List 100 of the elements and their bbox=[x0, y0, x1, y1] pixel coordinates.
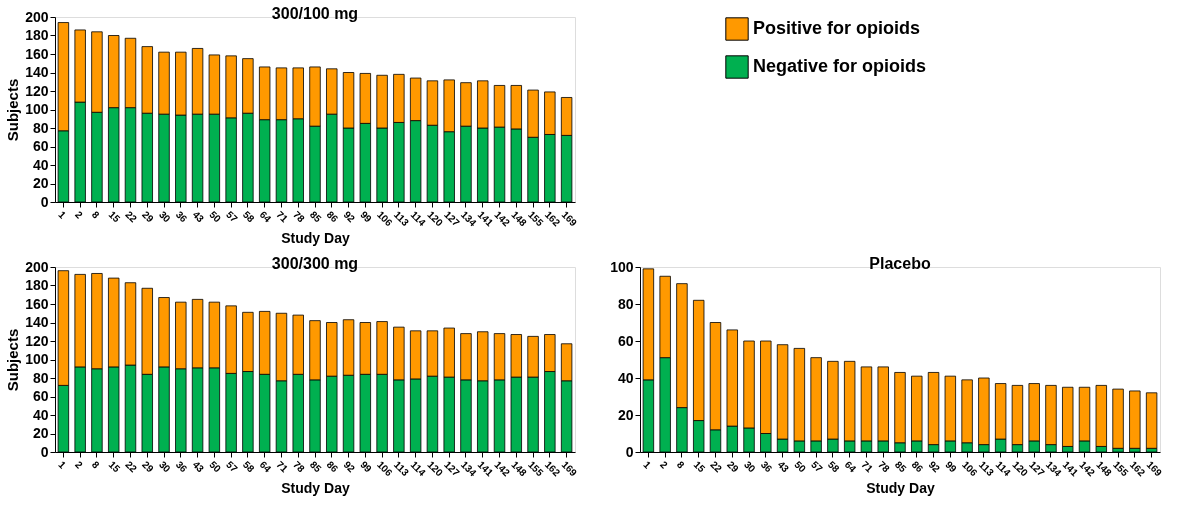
x-tick-label: 71 bbox=[274, 458, 291, 475]
legend-label: Positive for opioids bbox=[753, 18, 921, 38]
y-tick-label: 100 bbox=[25, 101, 49, 117]
y-tick-label: 180 bbox=[25, 277, 49, 293]
y-tick-label: 140 bbox=[25, 314, 49, 330]
x-tick-label: 50 bbox=[792, 458, 809, 475]
x-tick-label: 57 bbox=[224, 208, 241, 225]
y-tick-label: 100 bbox=[25, 351, 49, 367]
y-tick-label: 200 bbox=[25, 8, 49, 25]
x-tick-label: 169 bbox=[559, 208, 580, 229]
y-tick-label: 200 bbox=[25, 258, 49, 275]
x-tick-label: 2 bbox=[73, 208, 86, 221]
y-tick-label: 180 bbox=[25, 27, 49, 43]
x-tick-label: 64 bbox=[257, 458, 274, 475]
x-tick-label: 8 bbox=[89, 458, 102, 471]
x-tick-label: 22 bbox=[708, 458, 725, 475]
x-tick-label: 1 bbox=[56, 208, 69, 221]
chart-title: 300/100 mg bbox=[271, 5, 359, 22]
y-tick-label: 60 bbox=[32, 388, 49, 404]
x-tick-label: 99 bbox=[943, 458, 960, 475]
x-tick-label: 30 bbox=[156, 208, 173, 225]
y-tick-label: 40 bbox=[617, 369, 634, 386]
y-axis-title: Subjects bbox=[4, 328, 22, 392]
x-tick-label: 36 bbox=[758, 458, 775, 475]
x-tick-label: 155 bbox=[1110, 458, 1131, 479]
x-tick-label: 86 bbox=[909, 458, 926, 475]
x-tick-label: 36 bbox=[173, 458, 190, 475]
x-tick-label: 30 bbox=[156, 458, 173, 475]
x-tick-label: 64 bbox=[257, 208, 274, 225]
y-tick-label: 20 bbox=[617, 406, 634, 423]
y-tick-label: 20 bbox=[32, 175, 49, 191]
x-tick-label: 15 bbox=[106, 208, 123, 225]
x-tick-label: 92 bbox=[341, 208, 358, 225]
x-tick-label: 57 bbox=[809, 458, 826, 475]
y-tick-label: 60 bbox=[32, 138, 49, 154]
x-tick-label: 2 bbox=[73, 458, 86, 471]
y-tick-label: 80 bbox=[617, 295, 634, 312]
chart-title: Placebo bbox=[869, 255, 931, 272]
y-tick-label: 160 bbox=[25, 45, 49, 62]
y-tick-label: 0 bbox=[40, 193, 49, 210]
x-tick-label: 8 bbox=[674, 458, 687, 471]
x-tick-label: 29 bbox=[725, 458, 742, 475]
x-tick-label: 169 bbox=[559, 458, 580, 479]
x-tick-label: 15 bbox=[691, 458, 708, 475]
bar bbox=[1112, 388, 1124, 449]
bar bbox=[1145, 392, 1158, 449]
x-tick-label: 58 bbox=[240, 208, 257, 225]
y-tick-label: 100 bbox=[610, 258, 634, 275]
x-tick-label: 78 bbox=[291, 458, 308, 475]
y-tick-label: 120 bbox=[25, 82, 49, 99]
x-tick-label: 169 bbox=[1144, 458, 1165, 479]
x-tick-label: 43 bbox=[190, 208, 207, 225]
bar bbox=[1129, 390, 1141, 449]
x-tick-label: 8 bbox=[89, 208, 102, 221]
y-tick-label: 20 bbox=[32, 425, 49, 441]
y-axis-title: Subjects bbox=[4, 78, 22, 142]
x-tick-label: 29 bbox=[140, 208, 157, 225]
y-tick-label: 160 bbox=[25, 295, 49, 312]
x-tick-label: 85 bbox=[307, 458, 324, 475]
x-tick-label: 71 bbox=[859, 458, 876, 475]
x-tick-label: 50 bbox=[207, 208, 224, 225]
y-tick-label: 0 bbox=[40, 443, 49, 460]
x-tick-label: 2 bbox=[658, 458, 671, 471]
x-tick-label: 50 bbox=[207, 458, 224, 475]
x-tick-label: 106 bbox=[375, 208, 395, 229]
x-tick-label: 99 bbox=[358, 208, 375, 225]
x-tick-label: 106 bbox=[375, 458, 395, 479]
x-tick-label: 43 bbox=[190, 458, 207, 475]
x-tick-label: 1 bbox=[56, 458, 69, 471]
x-tick-label: 85 bbox=[892, 458, 909, 475]
chart-title: 300/300 mg bbox=[271, 255, 359, 272]
y-tick-label: 40 bbox=[32, 406, 49, 423]
x-tick-label: 43 bbox=[775, 458, 792, 475]
x-tick-label: 57 bbox=[224, 458, 241, 475]
y-tick-label: 140 bbox=[25, 64, 49, 80]
y-tick-label: 120 bbox=[25, 332, 49, 349]
x-tick-label: 85 bbox=[307, 208, 324, 225]
x-tick-label: 106 bbox=[960, 458, 980, 479]
x-tick-label: 1 bbox=[641, 458, 654, 471]
x-tick-label: 22 bbox=[123, 208, 140, 225]
x-tick-label: 92 bbox=[926, 458, 943, 475]
x-tick-label: 155 bbox=[525, 458, 546, 479]
x-axis-title: Study Day bbox=[281, 480, 350, 497]
x-tick-label: 86 bbox=[324, 208, 341, 225]
y-tick-label: 60 bbox=[617, 332, 634, 349]
x-tick-label: 30 bbox=[741, 458, 758, 475]
x-tick-label: 71 bbox=[274, 208, 291, 225]
x-tick-label: 36 bbox=[173, 208, 190, 225]
x-tick-label: 58 bbox=[825, 458, 842, 475]
x-tick-label: 29 bbox=[140, 458, 157, 475]
x-axis-title: Study Day bbox=[866, 480, 935, 497]
x-tick-label: 155 bbox=[525, 208, 546, 229]
x-tick-label: 99 bbox=[358, 458, 375, 475]
y-tick-label: 0 bbox=[625, 443, 634, 460]
x-tick-label: 64 bbox=[842, 458, 859, 475]
y-tick-label: 80 bbox=[32, 369, 49, 386]
x-tick-label: 78 bbox=[291, 208, 308, 225]
y-tick-label: 80 bbox=[32, 119, 49, 136]
x-axis-title: Study Day bbox=[281, 230, 350, 247]
x-tick-label: 78 bbox=[876, 458, 893, 475]
